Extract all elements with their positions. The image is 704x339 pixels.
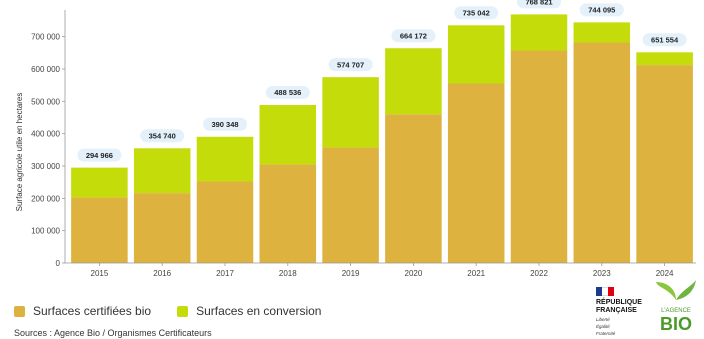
bar-certified-2020 <box>385 114 442 263</box>
y-tick-label: 500 000 <box>31 97 60 106</box>
y-tick-label: 100 000 <box>31 227 60 236</box>
republique-line2: FRANÇAISE <box>596 307 637 314</box>
total-label-2015: 294 966 <box>86 151 113 160</box>
y-axis-label: Surface agricole utile en hectares <box>15 93 24 212</box>
total-label-2022: 768 821 <box>525 0 552 7</box>
republique-francaise-logo: RÉPUBLIQUE FRANÇAISE Liberté Égalité Fra… <box>596 287 654 336</box>
x-tick-label-2021: 2021 <box>467 269 485 278</box>
bar-conversion-2023 <box>573 22 631 43</box>
legend-label-certified: Surfaces certifiées bio <box>33 304 152 318</box>
bar-certified-2015 <box>71 197 128 263</box>
total-label-2020: 664 172 <box>400 31 427 40</box>
total-label-bg <box>454 6 499 20</box>
stacked-bar-chart: Surface agricole utile en hectares 0 100 … <box>15 0 696 278</box>
total-label-bg <box>140 129 185 143</box>
legend-item-conversion: Surfaces en conversion <box>177 304 321 318</box>
y-tick-label: 0 <box>56 259 61 268</box>
total-label-bg <box>203 117 247 131</box>
bar-certified-2016 <box>133 193 191 263</box>
total-label-2024: 651 554 <box>651 36 679 45</box>
legend-swatch-conversion <box>177 305 189 317</box>
x-tick-label-2016: 2016 <box>153 269 171 278</box>
bars: 294 966 354 740 390 348 488 536 574 707 664 1… <box>71 0 693 264</box>
total-label-2018: 488 536 <box>274 88 301 97</box>
total-label-bg <box>517 0 561 9</box>
x-tick-label-2018: 2018 <box>279 269 297 278</box>
total-label-bg <box>265 86 310 100</box>
total-label-2017: 390 348 <box>211 120 238 129</box>
x-tick-label-2017: 2017 <box>216 269 234 278</box>
source-note: Sources : Agence Bio / Organismes Certif… <box>14 328 212 338</box>
bar-conversion-2022 <box>510 14 568 51</box>
bar-certified-2018 <box>259 164 317 263</box>
agence-bio-top: L'AGENCE <box>661 308 691 314</box>
motto-liberte: Liberté <box>596 317 610 322</box>
bar-conversion-2020 <box>385 48 442 115</box>
legend-item-certified: Surfaces certifiées bio <box>14 304 151 318</box>
total-label-2016: 354 740 <box>149 131 176 140</box>
total-label-2021: 735 042 <box>463 9 490 18</box>
french-flag-icon <box>596 287 614 296</box>
bar-certified-2021 <box>447 83 505 263</box>
bar-conversion-2017 <box>196 136 254 182</box>
bar-certified-2023 <box>573 42 631 264</box>
y-tick-label: 700 000 <box>31 33 60 42</box>
bar-certified-2024 <box>636 65 693 263</box>
agence-bio-logo: L'AGENCE BIO <box>656 280 696 334</box>
legend: Surfaces certifiées bio Surfaces en conv… <box>14 304 347 318</box>
republique-line1: RÉPUBLIQUE <box>596 299 642 306</box>
x-tick-label-2023: 2023 <box>593 269 611 278</box>
x-tick-label-2015: 2015 <box>91 269 109 278</box>
total-label-2019: 574 707 <box>337 60 364 69</box>
bar-conversion-2018 <box>259 105 317 165</box>
bar-certified-2017 <box>196 181 254 263</box>
bar-conversion-2021 <box>447 25 505 84</box>
agence-bio-bottom: BIO <box>660 314 692 334</box>
bar-conversion-2024 <box>636 52 693 66</box>
x-tick-label-2024: 2024 <box>656 269 674 278</box>
motto-egalite: Égalité <box>596 324 610 329</box>
bar-conversion-2015 <box>71 167 128 198</box>
total-label-bg <box>579 3 624 17</box>
legend-label-conversion: Surfaces en conversion <box>196 304 322 318</box>
y-tick-label: 600 000 <box>31 65 60 74</box>
total-label-bg <box>642 33 687 47</box>
y-tick-label: 400 000 <box>31 130 60 139</box>
total-label-2023: 744 095 <box>588 6 615 15</box>
x-tick-label-2019: 2019 <box>342 269 360 278</box>
bar-certified-2019 <box>322 147 379 263</box>
y-tick-label: 300 000 <box>31 162 60 171</box>
y-axis: 0 100 000 200 000 300 000 400 000 500 000 600 … <box>31 10 66 268</box>
leaf-icon-2 <box>676 280 696 300</box>
leaf-icon <box>656 282 676 300</box>
bar-conversion-2016 <box>133 148 191 194</box>
legend-swatch-certified <box>14 305 25 317</box>
x-tick-label-2022: 2022 <box>530 269 548 278</box>
y-tick-label: 200 000 <box>31 194 60 203</box>
bar-certified-2022 <box>510 50 568 263</box>
total-label-bg <box>77 148 122 162</box>
motto-fraternite: Fraternité <box>596 331 616 336</box>
total-label-bg <box>391 29 436 43</box>
x-tick-label-2020: 2020 <box>405 269 423 278</box>
total-label-bg <box>328 58 373 72</box>
x-axis: 2015 2016 2017 2018 2019 2020 2021 2022 2023 2024 <box>65 262 696 278</box>
bar-conversion-2019 <box>322 77 379 148</box>
